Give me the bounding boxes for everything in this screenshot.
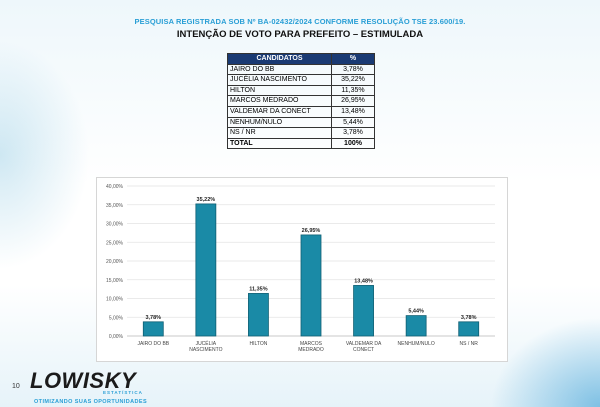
bar [195, 203, 217, 337]
x-tick-label-line: NASCIMENTO [189, 347, 222, 353]
candidates-table: CANDIDATOS % JAIRO DO BB 3,78% JUCÉLIA N… [227, 53, 375, 150]
background-decoration-right [490, 317, 600, 407]
table-total-row: TOTAL 100% [227, 137, 375, 150]
bar [353, 285, 374, 337]
candidate-pct: 13,48% [331, 105, 375, 118]
x-tick-label-line: VALDEMAR DA [346, 341, 382, 347]
table-row: MARCOS MEDRADO 26,95% [227, 95, 375, 107]
page-title: INTENÇÃO DE VOTO PARA PREFEITO – ESTIMUL… [176, 29, 424, 40]
column-header-candidatos: CANDIDATOS [227, 53, 332, 65]
background-decoration-left [0, 40, 90, 270]
bar [142, 321, 164, 337]
x-tick-label: HILTON [249, 341, 267, 347]
x-tick-label-line: JAIRO DO BB [137, 341, 169, 347]
candidate-name: NENHUM/NULO [227, 116, 332, 129]
page-number: 10 [12, 383, 20, 390]
table-row: HILTON 11,35% [227, 84, 375, 97]
candidate-name: MARCOS MEDRADO [227, 95, 332, 107]
x-tick-label-line: NS / NR [460, 341, 479, 347]
candidate-name: HILTON [227, 84, 332, 97]
candidate-pct: 3,78% [331, 127, 375, 139]
table-row: JAIRO DO BB 3,78% [227, 63, 375, 76]
candidate-pct: 5,44% [331, 116, 375, 129]
registration-notice: PESQUISA REGISTRADA SOB Nº BA-02432/2024… [134, 17, 466, 26]
x-tick-label-line: JUCÉLIA [196, 340, 217, 347]
bar [405, 315, 427, 337]
bar [300, 234, 322, 337]
data-label: 26,95% [302, 228, 321, 234]
candidate-pct: 26,95% [331, 95, 375, 107]
y-tick-label: 5,00% [109, 315, 124, 321]
total-pct: 100% [331, 137, 375, 150]
x-tick-label: NENHUM/NULO [398, 341, 435, 347]
x-tick-label-line: MARCOS [300, 341, 323, 347]
data-label: 3,78% [145, 315, 161, 321]
bar-chart: 0,00% 5,00% 10,00% 15,00% 20,00% 25,00% 30,00%… [106, 184, 495, 353]
x-tick-label: JAIRO DO BB [137, 341, 169, 347]
logo-subtitle: ESTATÍSTICA [103, 390, 143, 395]
table-row: NS / NR 3,78% [227, 127, 375, 139]
y-tick-label: 35,00% [106, 203, 124, 209]
x-tick-label: VALDEMAR DA CONECT [346, 341, 382, 353]
x-tick-label-line: CONECT [353, 347, 374, 353]
data-label: 3,78% [461, 315, 477, 321]
y-tick-label: 20,00% [106, 259, 124, 265]
x-tick-label: MARCOS MEDRADO [298, 341, 324, 353]
y-tick-label: 15,00% [106, 278, 124, 284]
company-logo: LOWISKY ESTATÍSTICA OTIMIZANDO SUAS OPOR… [28, 368, 168, 406]
x-tick-label-line: MEDRADO [298, 347, 324, 353]
candidate-name: JUCÉLIA NASCIMENTO [227, 74, 332, 86]
candidate-pct: 35,22% [331, 74, 375, 86]
x-tick-label: JUCÉLIA NASCIMENTO [189, 340, 222, 353]
x-tick-label-line: HILTON [249, 341, 267, 347]
data-label: 35,22% [197, 197, 216, 203]
bar [248, 293, 269, 337]
y-tick-label: 40,00% [106, 184, 124, 190]
table-row: JUCÉLIA NASCIMENTO 35,22% [227, 74, 375, 86]
candidate-name: VALDEMAR DA CONECT [227, 105, 332, 118]
table-row: VALDEMAR DA CONECT 13,48% [227, 105, 375, 118]
candidate-pct: 3,78% [331, 63, 375, 76]
y-tick-label: 10,00% [106, 297, 124, 303]
data-label: 11,35% [249, 286, 267, 292]
bar [458, 321, 480, 337]
candidate-name: JAIRO DO BB [227, 63, 332, 76]
logo-tagline: OTIMIZANDO SUAS OPORTUNIDADES [34, 399, 148, 405]
y-tick-label: 0,00% [109, 334, 124, 340]
table-header-row: CANDIDATOS % [227, 53, 375, 65]
column-header-pct: % [331, 53, 375, 65]
table-row: NENHUM/NULO 5,44% [227, 116, 375, 129]
data-label: 13,48% [354, 278, 373, 284]
y-tick-label: 30,00% [106, 222, 124, 228]
total-label: TOTAL [227, 137, 332, 150]
x-tick-label: NS / NR [460, 341, 479, 347]
y-tick-label: 25,00% [106, 240, 124, 246]
x-tick-label-line: NENHUM/NULO [398, 341, 435, 347]
candidate-pct: 11,35% [331, 84, 375, 97]
candidate-name: NS / NR [227, 127, 332, 139]
chart-container: 0,00% 5,00% 10,00% 15,00% 20,00% 25,00% 30,00%… [96, 177, 508, 362]
data-label: 5,44% [408, 309, 424, 315]
logo-wordmark: LOWISKY [30, 368, 137, 393]
